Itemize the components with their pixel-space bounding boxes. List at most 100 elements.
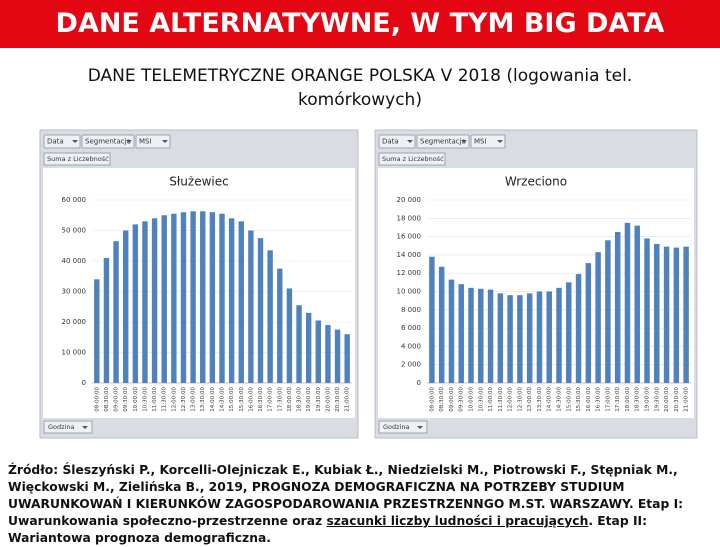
bar [123,230,129,383]
bar [458,284,464,383]
x-tick-label: 16:00:00 [586,387,592,412]
x-tick-label: 15:30:00 [576,387,582,412]
x-tick-label: 11:00:00 [488,387,494,412]
y-tick-label: 30 000 [62,288,87,296]
value-field-label: Suma z Liczebność [47,155,109,163]
chart-title: Służewiec [169,175,228,189]
x-tick-label: 09:30:00 [459,387,465,412]
bar [526,293,533,383]
bar [151,218,158,383]
bar [200,211,206,383]
x-tick-label: 08:30:00 [439,387,445,412]
x-tick-label: 08:00:00 [94,387,100,412]
source: Źródło: Śleszyński P., Korcelli-Olejnicz… [8,462,716,547]
slide-subtitle: DANE TELEMETRYCZNE ORANGE POLSKA V 2018 … [87,66,633,110]
bar [634,225,640,383]
bar [575,274,582,383]
y-tick-label: 20 000 [62,318,87,326]
x-tick-label: 13:00:00 [191,387,197,412]
bar [325,325,331,383]
axis-field-button [43,420,93,434]
source-text: Źródło: Śleszyński P., Korcelli-Olejnicz… [8,463,684,528]
x-tick-label: 15:00:00 [229,387,235,412]
bar [190,211,196,383]
filter-button-label: MSI [474,138,487,146]
x-tick-label: 14:30:00 [220,387,226,412]
bar [305,312,312,383]
bar [487,289,494,383]
bar [315,320,321,383]
y-tick-label: 10 000 [62,349,87,357]
bar [429,256,435,383]
x-tick-label: 21:00:00 [345,387,351,412]
dropdown-arrow [417,426,423,429]
value-field-button [378,152,446,166]
bar [536,291,543,383]
value-field-label: Suma z Liczebność [382,155,444,163]
x-tick-label: 12:00:00 [171,387,177,412]
x-tick-label: 20:30:00 [674,387,680,412]
x-tick-label: 08:00:00 [429,387,435,412]
x-tick-label: 18:30:00 [635,387,641,412]
filter-button [135,134,171,149]
bar [238,221,244,383]
y-tick-label: 6 000 [401,324,421,332]
y-tick-label: 10 000 [397,288,422,296]
bar [113,241,119,383]
filter-button [416,134,470,149]
dropdown-arrow [82,426,88,429]
x-tick-label: 08:30:00 [104,387,110,412]
y-tick-label: 0 [417,379,421,387]
bar [94,279,100,383]
x-tick-label: 20:00:00 [325,387,331,412]
filter-button-label: Segmentacja [420,138,466,146]
x-tick-label: 12:30:00 [517,387,523,412]
x-tick-label: 11:00:00 [152,387,158,412]
x-tick-label: 21:00:00 [684,387,690,412]
dropdown-arrow [461,140,467,143]
filter-button [81,134,135,149]
y-tick-label: 4 000 [401,342,421,350]
bar [296,305,302,383]
x-tick-label: 17:00:00 [268,387,274,412]
dropdown-arrow [407,140,413,143]
x-tick-label: 10:30:00 [478,387,484,412]
bar [546,291,552,383]
x-tick-label: 15:30:00 [239,387,245,412]
bar [438,266,445,383]
bar [132,224,139,383]
chart-title: Wrzeciono [505,175,567,189]
y-tick-label: 60 000 [62,196,87,204]
filter-button [43,134,81,149]
dropdown-arrow [497,140,503,143]
x-tick-label: 12:00:00 [508,387,514,412]
bar [142,221,148,383]
axis-field-button [378,420,428,434]
filter-button [470,134,506,149]
x-tick-label: 10:00:00 [133,387,139,412]
bar [663,246,670,383]
x-tick-label: 14:00:00 [210,387,216,412]
filter-button-label: MSI [139,138,152,146]
axis-field-label: Godzina [48,423,74,431]
bar [517,295,523,383]
x-tick-label: 20:30:00 [335,387,341,412]
x-tick-label: 15:00:00 [566,387,572,412]
bar [180,212,187,383]
bar [257,238,264,383]
x-tick-label: 18:00:00 [287,387,293,412]
filter-button-label: Segmentacja [85,138,131,146]
bar [478,288,484,383]
x-tick-label: 12:30:00 [181,387,187,412]
value-field-button [43,152,111,166]
x-tick-label: 13:30:00 [200,387,206,412]
bar [161,215,167,383]
x-tick-label: 19:30:00 [316,387,322,412]
y-tick-label: 16 000 [397,233,422,241]
bar [644,238,650,383]
y-tick-label: 14 000 [397,251,422,259]
bar [267,250,273,383]
bar [654,243,660,383]
bar [248,230,254,383]
